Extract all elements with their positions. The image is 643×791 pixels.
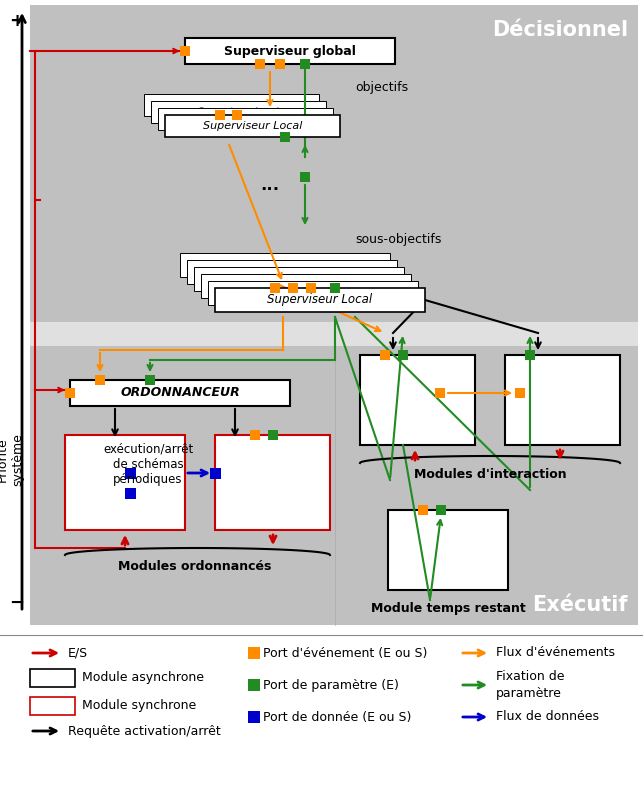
- Text: Décisionnel: Décisionnel: [492, 20, 628, 40]
- Text: Superviseur Local: Superviseur Local: [198, 108, 279, 116]
- Text: Priorité
système: Priorité système: [0, 433, 24, 486]
- Text: Module temps restant: Module temps restant: [370, 602, 525, 615]
- Text: objectifs: objectifs: [355, 81, 408, 94]
- Bar: [70, 380, 290, 406]
- Text: Port d'événement (E ou S): Port d'événement (E ou S): [263, 646, 428, 660]
- Bar: [30, 697, 75, 715]
- Bar: [380, 350, 390, 360]
- Text: Flux de données: Flux de données: [496, 710, 599, 724]
- Text: Superviseur Local: Superviseur Local: [203, 121, 302, 131]
- Bar: [187, 260, 397, 284]
- Bar: [306, 283, 316, 293]
- Bar: [145, 375, 155, 385]
- Bar: [215, 288, 425, 312]
- Bar: [270, 283, 280, 293]
- Text: Module asynchrone: Module asynchrone: [82, 672, 204, 684]
- Text: Superviseur Local: Superviseur Local: [252, 267, 332, 277]
- Text: Superviseur Local: Superviseur Local: [205, 115, 285, 123]
- Text: −: −: [10, 594, 24, 612]
- Bar: [215, 435, 330, 530]
- Text: Module synchrone: Module synchrone: [82, 699, 196, 713]
- Bar: [248, 679, 260, 691]
- Bar: [330, 283, 340, 293]
- Text: Fixation de
paramètre: Fixation de paramètre: [496, 670, 565, 700]
- Bar: [194, 267, 404, 291]
- Bar: [300, 172, 310, 182]
- Text: ...: ...: [260, 176, 280, 194]
- Text: E/S: E/S: [68, 646, 88, 660]
- Text: Superviseur Local: Superviseur Local: [191, 100, 272, 109]
- Bar: [65, 435, 185, 530]
- Bar: [208, 281, 418, 305]
- Bar: [158, 108, 333, 130]
- Bar: [418, 505, 428, 515]
- Bar: [95, 375, 105, 385]
- Text: Modules ordonnancés: Modules ordonnancés: [118, 560, 272, 573]
- Bar: [210, 467, 221, 479]
- Bar: [525, 350, 535, 360]
- Text: exécution/arrêt
de schémas
périodiques: exécution/arrêt de schémas périodiques: [103, 443, 193, 486]
- Text: +: +: [10, 12, 24, 30]
- Bar: [388, 510, 508, 590]
- Bar: [30, 669, 75, 687]
- Bar: [0, 635, 643, 791]
- Text: Superviseur Local: Superviseur Local: [245, 260, 325, 270]
- Bar: [275, 59, 285, 69]
- Text: Exécutif: Exécutif: [532, 595, 628, 615]
- Text: Superviseur Local: Superviseur Local: [258, 274, 340, 283]
- Text: Requête activation/arrêt: Requête activation/arrêt: [68, 725, 221, 737]
- Bar: [248, 647, 260, 659]
- Bar: [435, 388, 445, 398]
- Bar: [151, 101, 326, 123]
- Text: Superviseur global: Superviseur global: [224, 44, 356, 58]
- Bar: [288, 283, 298, 293]
- Bar: [398, 350, 408, 360]
- Text: Port de paramètre (E): Port de paramètre (E): [263, 679, 399, 691]
- Bar: [125, 487, 136, 498]
- Bar: [201, 274, 411, 298]
- Bar: [165, 115, 340, 137]
- Bar: [360, 355, 475, 445]
- Bar: [125, 467, 136, 479]
- Bar: [250, 430, 260, 440]
- Bar: [515, 388, 525, 398]
- Bar: [232, 110, 242, 120]
- Text: Flux d'événements: Flux d'événements: [496, 646, 615, 660]
- Bar: [248, 711, 260, 723]
- Bar: [505, 355, 620, 445]
- Text: sous-objectifs: sous-objectifs: [355, 233, 441, 247]
- Bar: [180, 46, 190, 56]
- Bar: [436, 505, 446, 515]
- Bar: [300, 59, 310, 69]
- Bar: [280, 132, 290, 142]
- Bar: [65, 388, 75, 398]
- Bar: [30, 322, 638, 346]
- Text: Superviseur Local: Superviseur Local: [267, 293, 372, 306]
- Text: Port de donnée (E ou S): Port de donnée (E ou S): [263, 710, 412, 724]
- Text: ORDONNANCEUR: ORDONNANCEUR: [120, 387, 240, 399]
- Bar: [255, 59, 265, 69]
- Bar: [185, 38, 395, 64]
- Bar: [144, 94, 319, 116]
- Text: Modules d'interaction: Modules d'interaction: [413, 468, 566, 481]
- Bar: [215, 110, 225, 120]
- Bar: [30, 5, 638, 625]
- Bar: [180, 253, 390, 277]
- Bar: [268, 430, 278, 440]
- Text: Superviseur Local: Superviseur Local: [266, 282, 346, 290]
- Text: Superviseur Local: Superviseur Local: [273, 289, 353, 297]
